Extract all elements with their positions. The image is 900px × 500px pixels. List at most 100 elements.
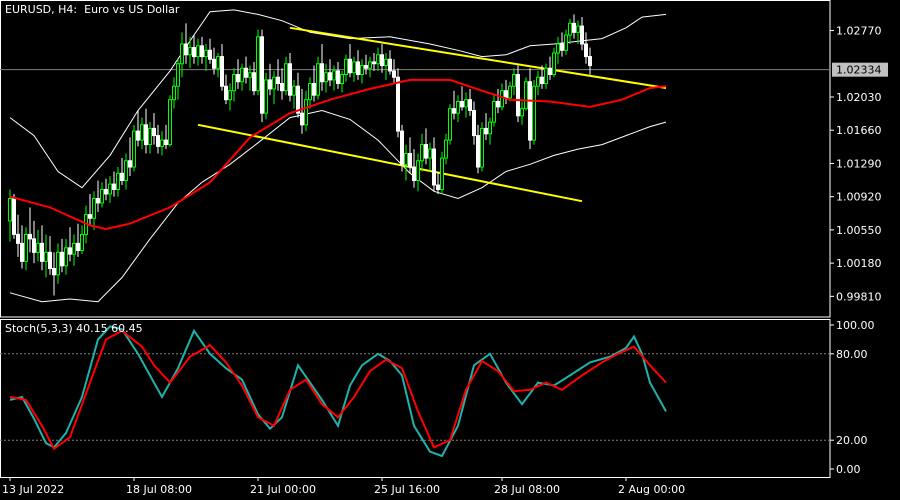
candle-bull bbox=[124, 160, 128, 182]
candle-bull bbox=[72, 242, 76, 255]
candle-bull bbox=[480, 127, 484, 168]
candle-bull bbox=[180, 43, 184, 65]
candle-bear bbox=[288, 63, 292, 96]
candle-bear bbox=[468, 99, 472, 111]
candle-bull bbox=[176, 63, 180, 87]
stoch-tick-label: 20.00 bbox=[836, 434, 868, 447]
price-tick-label: 1.02030 bbox=[836, 91, 882, 104]
candle-bear bbox=[476, 135, 480, 168]
candle-bear bbox=[584, 43, 588, 58]
channel-lower-line bbox=[197, 123, 583, 203]
candle-bear bbox=[120, 172, 124, 182]
candle-bear bbox=[432, 148, 436, 186]
time-tick-label: 21 Jul 00:00 bbox=[250, 483, 316, 496]
chart-header: EURUSD, H4: Euro vs US Dollar bbox=[5, 3, 179, 16]
candle-bull bbox=[552, 52, 556, 76]
candle-bear bbox=[588, 56, 592, 67]
candle-bull bbox=[536, 76, 540, 87]
candle-bear bbox=[496, 100, 500, 108]
price-tick-label: 1.00550 bbox=[836, 224, 882, 237]
candle-bull bbox=[140, 124, 144, 141]
candle-bull bbox=[376, 54, 380, 65]
candle-bull bbox=[80, 233, 84, 252]
candle-bear bbox=[260, 36, 264, 114]
stoch-signal-line bbox=[9, 329, 667, 451]
candle-bear bbox=[128, 160, 132, 168]
candle-bull bbox=[404, 153, 408, 165]
candle-bull bbox=[148, 127, 152, 146]
candle-bear bbox=[268, 79, 272, 90]
candle-bear bbox=[68, 247, 72, 255]
price-tick-label: 1.00180 bbox=[836, 257, 882, 270]
candle-bear bbox=[48, 251, 52, 270]
candle-bull bbox=[248, 72, 252, 78]
candle-bear bbox=[184, 43, 188, 56]
candle-bull bbox=[456, 100, 460, 114]
candle-bull bbox=[284, 63, 288, 92]
candle-bull bbox=[228, 90, 232, 101]
candle-bear bbox=[224, 85, 228, 101]
candle-bull bbox=[264, 79, 268, 114]
candle-bear bbox=[372, 61, 376, 65]
candle-bear bbox=[484, 127, 488, 135]
chart-frames bbox=[0, 0, 831, 478]
candle-bear bbox=[328, 72, 332, 81]
candle-bear bbox=[348, 58, 352, 74]
candle-bull bbox=[544, 67, 548, 85]
stoch-main-line bbox=[9, 325, 667, 458]
time-tick-label: 2 Aug 00:00 bbox=[618, 483, 685, 496]
candle-bull bbox=[232, 74, 236, 92]
stoch-panel-frame bbox=[0, 319, 831, 478]
candle-bear bbox=[28, 233, 32, 240]
candle-bull bbox=[92, 197, 96, 219]
candle-bull bbox=[240, 67, 244, 83]
candle-bear bbox=[208, 49, 212, 60]
candle-bull bbox=[64, 247, 68, 267]
candle-bear bbox=[144, 124, 148, 146]
stochastic-panel: 100.00 80.00 20.00 0.00 bbox=[0, 319, 875, 476]
candle-bull bbox=[308, 83, 312, 101]
price-tick-label: 1.01660 bbox=[836, 124, 882, 137]
time-tick-label: 25 Jul 16:00 bbox=[374, 483, 440, 496]
moving-average bbox=[9, 78, 667, 231]
candle-bear bbox=[336, 70, 340, 85]
candle-bull bbox=[500, 90, 504, 108]
candle-bear bbox=[312, 83, 316, 96]
candle-bear bbox=[356, 61, 360, 76]
candle-bull bbox=[344, 58, 348, 76]
symbol-description: Euro vs US Dollar bbox=[84, 3, 180, 16]
candle-bull bbox=[464, 99, 468, 108]
candle-bull bbox=[352, 61, 356, 74]
moving-average-line bbox=[9, 78, 667, 231]
candle-bear bbox=[504, 90, 508, 99]
price-panel-frame bbox=[0, 0, 831, 318]
candle-bull bbox=[448, 108, 452, 141]
stoch-tick-label: 100.00 bbox=[836, 319, 875, 332]
price-tick-label: 1.00920 bbox=[836, 191, 882, 204]
candle-bear bbox=[408, 153, 412, 168]
candle-bull bbox=[272, 76, 276, 90]
candle-bear bbox=[32, 238, 36, 253]
candlestick-series bbox=[8, 14, 592, 296]
candle-bull bbox=[368, 61, 372, 69]
candle-bull bbox=[204, 49, 208, 58]
candle-bull bbox=[488, 121, 492, 135]
candle-bear bbox=[88, 214, 92, 219]
candle-bull bbox=[24, 233, 28, 262]
candle-bear bbox=[540, 76, 544, 85]
current-price-label: 1.02334 bbox=[836, 64, 882, 77]
candle-bull bbox=[520, 108, 524, 117]
candle-bear bbox=[12, 197, 16, 235]
bollinger-lower-line bbox=[9, 109, 667, 303]
candle-bear bbox=[252, 72, 256, 92]
candle-bull bbox=[132, 130, 136, 168]
candle-bear bbox=[164, 139, 168, 146]
candle-bull bbox=[292, 85, 296, 96]
candle-bull bbox=[508, 85, 512, 99]
candle-bear bbox=[152, 127, 156, 137]
candle-bear bbox=[220, 56, 224, 87]
candle-bull bbox=[108, 183, 112, 195]
candle-bull bbox=[44, 251, 48, 262]
bollinger-bands bbox=[9, 9, 667, 303]
candle-bear bbox=[192, 47, 196, 58]
